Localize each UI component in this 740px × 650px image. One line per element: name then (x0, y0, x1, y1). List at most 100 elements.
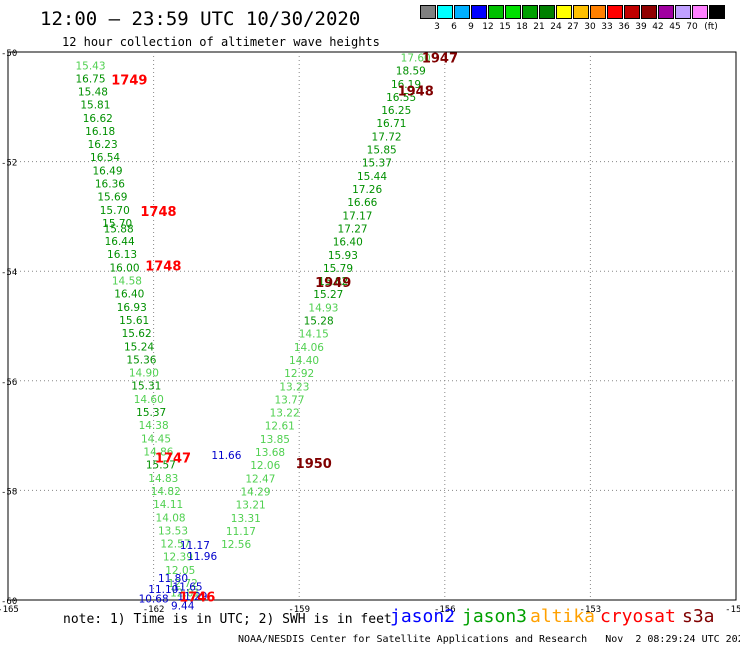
legend-swatch (437, 5, 453, 19)
legend-swatch (454, 5, 470, 19)
wave-height-value: 16.44 (105, 236, 135, 248)
satellite-jason2: jason2 (390, 606, 456, 627)
wave-height-value: 12.57 (160, 539, 190, 551)
y-tick-label: -52 (1, 159, 17, 169)
pass-label: 1950 (296, 457, 332, 472)
wave-height-value: 12.56 (221, 539, 251, 551)
legend-label: 45 (669, 22, 681, 32)
footer-note: note: 1) Time is in UTC; 2) SWH is in fe… (63, 612, 392, 627)
wave-height-value: 13.53 (158, 525, 188, 537)
legend-label: 12 (482, 22, 494, 32)
wave-height-value: 14.82 (151, 486, 181, 498)
wave-height-value: 14.29 (240, 486, 270, 498)
wave-height-value: 14.38 (139, 420, 169, 432)
legend-swatch (505, 5, 521, 19)
legend-label: 39 (635, 22, 647, 32)
wave-height-value: 17.27 (338, 223, 368, 235)
wave-height-value: 11.96 (187, 551, 217, 563)
y-tick-label: -56 (1, 378, 17, 388)
satellite-cryosat: cryosat (600, 606, 676, 627)
legend-swatch (488, 5, 504, 19)
wave-height-value: 16.49 (92, 165, 122, 177)
wave-height-value: 16.93 (117, 302, 147, 314)
wave-height-value: 15.37 (136, 407, 166, 419)
legend-swatch (658, 5, 674, 19)
legend-label: 33 (601, 22, 613, 32)
wave-height-value: 16.66 (347, 197, 377, 209)
legend-label: 15 (499, 22, 511, 32)
wave-height-value: 11.65 (173, 581, 203, 593)
wave-height-value: 14.60 (134, 394, 164, 406)
legend-unit: (ft) (704, 22, 718, 32)
legend-label: 3 (434, 22, 440, 32)
y-tick-label: -60 (1, 597, 17, 607)
legend-label: 24 (550, 22, 562, 32)
wave-height-value: 15.28 (304, 316, 334, 328)
wave-height-value: 14.15 (299, 329, 329, 341)
legend-label: 6 (451, 22, 457, 32)
wave-height-value: 15.62 (122, 328, 152, 340)
legend-swatch (641, 5, 657, 19)
wave-height-value: 15.81 (80, 100, 110, 112)
x-tick-label: -156 (434, 605, 456, 615)
wave-height-value: 16.18 (85, 126, 115, 138)
satellite-s3a: s3a (682, 606, 715, 627)
legend-label: 18 (516, 22, 528, 32)
wave-height-value: 14.93 (308, 302, 338, 314)
pass-label: 1947 (422, 51, 458, 66)
satellite-jason3: jason3 (462, 606, 528, 627)
wave-height-value: 16.71 (376, 118, 406, 130)
pass-label: 1748 (140, 205, 176, 220)
wave-height-value: 16.55 (386, 92, 416, 104)
legend-swatch (556, 5, 572, 19)
wave-height-value: 13.68 (255, 447, 285, 459)
wave-height-value: 12.61 (265, 421, 295, 433)
legend-swatch (522, 5, 538, 19)
wave-height-value: 16.75 (75, 73, 105, 85)
wave-height-value: 16.00 (109, 262, 139, 274)
wave-height-value: 15.70 (102, 218, 132, 230)
y-tick-label: -50 (1, 49, 17, 59)
wave-height-value: 10.68 (139, 593, 169, 605)
wave-height-value: 11.80 (158, 573, 188, 585)
pass-label: 1949 (315, 276, 351, 291)
legend-label: 42 (652, 22, 664, 32)
wave-height-value: 15.61 (119, 315, 149, 327)
wave-height-value: 16.54 (90, 152, 120, 164)
wave-height-value: 14.08 (156, 512, 186, 524)
wave-height-value: 13.85 (260, 434, 290, 446)
wave-height-value: 12.06 (250, 460, 280, 472)
wave-height-value: 14.86 (143, 446, 173, 458)
wave-height-value: 17.60 (401, 52, 431, 64)
wave-height-value: 15.93 (328, 250, 358, 262)
legend-label: 21 (533, 22, 545, 32)
wave-height-value: 15.57 (146, 460, 176, 472)
wave-height-value: 11.66 (211, 450, 241, 462)
credit-line: NOAA/NESDIS Center for Satellite Applica… (238, 634, 740, 645)
wave-height-value: 13.31 (231, 513, 261, 525)
pass-label: 1746 (179, 591, 215, 606)
wave-height-value: 15.44 (357, 171, 387, 183)
pass-label: 1749 (111, 73, 147, 88)
wave-height-value: 13.23 (279, 381, 309, 393)
wave-height-value: 16.40 (333, 237, 363, 249)
map-frame (7, 51, 737, 601)
legend-swatch (420, 5, 436, 19)
wave-height-value: 15.24 (124, 341, 154, 353)
legend-swatch (539, 5, 555, 19)
pass-label: 1747 (155, 452, 191, 467)
legend-label: 36 (618, 22, 630, 32)
y-tick-label: -58 (1, 487, 17, 497)
wave-height-value: 11.17 (226, 526, 256, 538)
pass-label: 1748 (145, 260, 181, 275)
legend-label: 30 (584, 22, 596, 32)
wave-height-value: 12.01 (170, 587, 200, 599)
wave-height-value: 15.85 (367, 145, 397, 157)
legend-swatch (692, 5, 708, 19)
wave-height-value: 11.17 (180, 540, 210, 552)
wave-height-value: 14.40 (289, 355, 319, 367)
wave-height-value: 14.83 (148, 473, 178, 485)
legend-label: 27 (567, 22, 579, 32)
wave-height-value: 15.82 (318, 276, 348, 288)
wave-height-value: 18.59 (396, 66, 426, 78)
